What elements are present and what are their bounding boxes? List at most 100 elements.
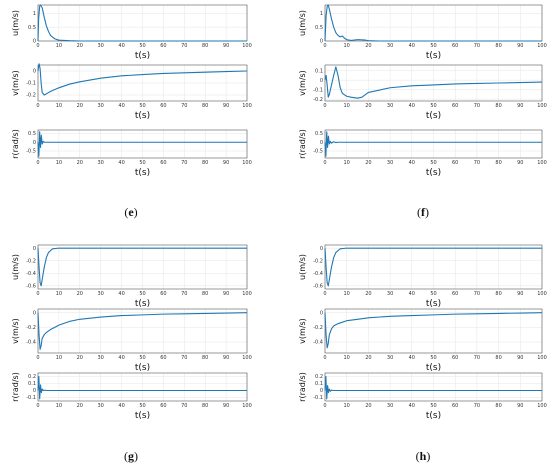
x-tick-label: 10 (344, 355, 350, 361)
x-tick-label: 60 (452, 43, 458, 49)
x-tick-label: 0 (36, 355, 39, 361)
y-axis-label: v(m/s) (298, 70, 307, 96)
x-tick-label: 80 (202, 103, 208, 109)
series-line (37, 63, 248, 96)
x-tick-label: 40 (118, 43, 124, 49)
x-tick-label: 40 (409, 43, 415, 49)
x-tick-label: 90 (517, 160, 523, 166)
x-tick-label: 30 (387, 103, 393, 109)
x-tick-label: 20 (365, 43, 371, 49)
x-tick-label: 30 (387, 291, 393, 297)
x-tick-label: 90 (517, 355, 523, 361)
x-tick-label: 40 (118, 403, 124, 409)
x-tick-label: 20 (365, 160, 371, 166)
x-tick-label: 40 (118, 160, 124, 166)
x-tick-label: 90 (223, 160, 229, 166)
x-tick-label: 100 (537, 291, 547, 297)
y-axis-label: u(m/s) (11, 254, 20, 280)
x-tick-label: 80 (495, 291, 501, 297)
plot-f_u: 0 10 20 30 40 50 60 70 80 90 100 0 0.5 1 t(s) u(m/s) (298, 4, 547, 61)
x-tick-label: 0 (323, 355, 326, 361)
x-tick-label: 50 (139, 103, 145, 109)
x-tick-label: 100 (242, 103, 252, 109)
y-tick-label: 0 (33, 69, 36, 75)
y-axis-label: u(m/s) (11, 10, 20, 36)
x-axis-label: t(s) (426, 299, 441, 309)
x-tick-label: 10 (344, 403, 350, 409)
series-line (324, 375, 542, 400)
x-axis-label: t(s) (426, 411, 441, 421)
x-tick-label: 50 (139, 355, 145, 361)
x-tick-label: 30 (98, 160, 104, 166)
x-tick-label: 90 (517, 403, 523, 409)
x-tick-label: 40 (409, 160, 415, 166)
x-tick-label: 70 (474, 403, 480, 409)
x-tick-label: 0 (36, 43, 39, 49)
x-tick-label: 90 (517, 43, 523, 49)
y-tick-label: 0 (320, 39, 323, 45)
x-axis-label: t(s) (135, 363, 150, 373)
x-tick-label: 30 (387, 355, 393, 361)
plot-g_v: 0 10 20 30 40 50 60 70 80 90 100 -0.4 -0.2 0 t(s) v(m/s… (11, 308, 252, 373)
y-tick-label: -0.1 (26, 395, 36, 401)
plot-g_u: 0 10 20 30 40 50 60 70 80 90 100 -0.6 -0.4 -0.2 0 t(s) u… (11, 244, 252, 309)
x-axis-label: t(s) (135, 111, 150, 121)
series-line (37, 247, 247, 287)
x-tick-label: 100 (537, 103, 547, 109)
y-axis-label: r(rad/s) (11, 372, 20, 402)
x-tick-label: 30 (387, 43, 393, 49)
y-tick-label: 0 (320, 78, 323, 84)
x-tick-label: 30 (98, 103, 104, 109)
x-tick-label: 60 (452, 355, 458, 361)
x-tick-label: 80 (495, 103, 501, 109)
y-tick-label: 0 (33, 310, 36, 316)
axes-frame (37, 64, 248, 102)
x-tick-label: 0 (323, 43, 326, 49)
x-tick-label: 100 (537, 355, 547, 361)
plot-h_r: 0 10 20 30 40 50 60 70 80 90 100-0.100.10.2t(s)r(r… (298, 372, 547, 421)
x-tick-label: 100 (242, 403, 252, 409)
x-tick-label: 90 (223, 403, 229, 409)
y-tick-label: 0 (33, 39, 36, 45)
x-tick-label: 30 (98, 403, 104, 409)
y-axis-label: r(rad/s) (298, 372, 307, 402)
x-tick-label: 40 (409, 291, 415, 297)
y-tick-label: -0.5 (313, 149, 323, 155)
series-line (37, 312, 248, 350)
y-tick-label: 0 (33, 388, 36, 394)
x-tick-label: 20 (77, 403, 83, 409)
plot-h_u: 0 10 20 30 40 50 60 70 80 90 100 -0.6 -0.4 -0.2 0 t(s) u… (298, 244, 547, 309)
x-tick-label: 90 (517, 103, 523, 109)
x-tick-label: 60 (160, 291, 166, 297)
x-tick-label: 0 (323, 403, 326, 409)
x-tick-label: 50 (430, 43, 436, 49)
y-tick-label: 0 (33, 140, 36, 146)
x-tick-label: 70 (181, 103, 187, 109)
y-tick-label: 0.2 (315, 374, 323, 380)
x-tick-label: 90 (223, 291, 229, 297)
x-tick-label: 70 (181, 160, 187, 166)
x-tick-label: 60 (452, 403, 458, 409)
y-tick-label: 1 (320, 11, 323, 17)
x-tick-label: 40 (118, 355, 124, 361)
x-tick-label: 30 (98, 291, 104, 297)
x-tick-label: 50 (430, 103, 436, 109)
x-tick-label: 100 (242, 291, 252, 297)
x-axis-label: t(s) (135, 299, 150, 309)
series-line (37, 131, 247, 157)
caption-e: (e) (124, 205, 137, 219)
x-tick-label: 20 (77, 43, 83, 49)
x-tick-label: 40 (118, 291, 124, 297)
y-tick-label: 0.5 (28, 25, 36, 31)
y-axis-label: u(m/s) (298, 10, 307, 36)
series-line (324, 4, 542, 42)
x-axis-label: t(s) (135, 168, 150, 178)
x-tick-label: 10 (56, 291, 62, 297)
x-tick-label: 60 (452, 291, 458, 297)
y-tick-label: 0.1 (315, 68, 323, 74)
plot-h_v: 0 10 20 30 40 50 60 70 80 90 100 -0.4 -0.2 0 t(s) v(m/s… (298, 308, 547, 373)
y-tick-label: -0.2 (26, 325, 36, 331)
x-tick-label: 40 (409, 403, 415, 409)
